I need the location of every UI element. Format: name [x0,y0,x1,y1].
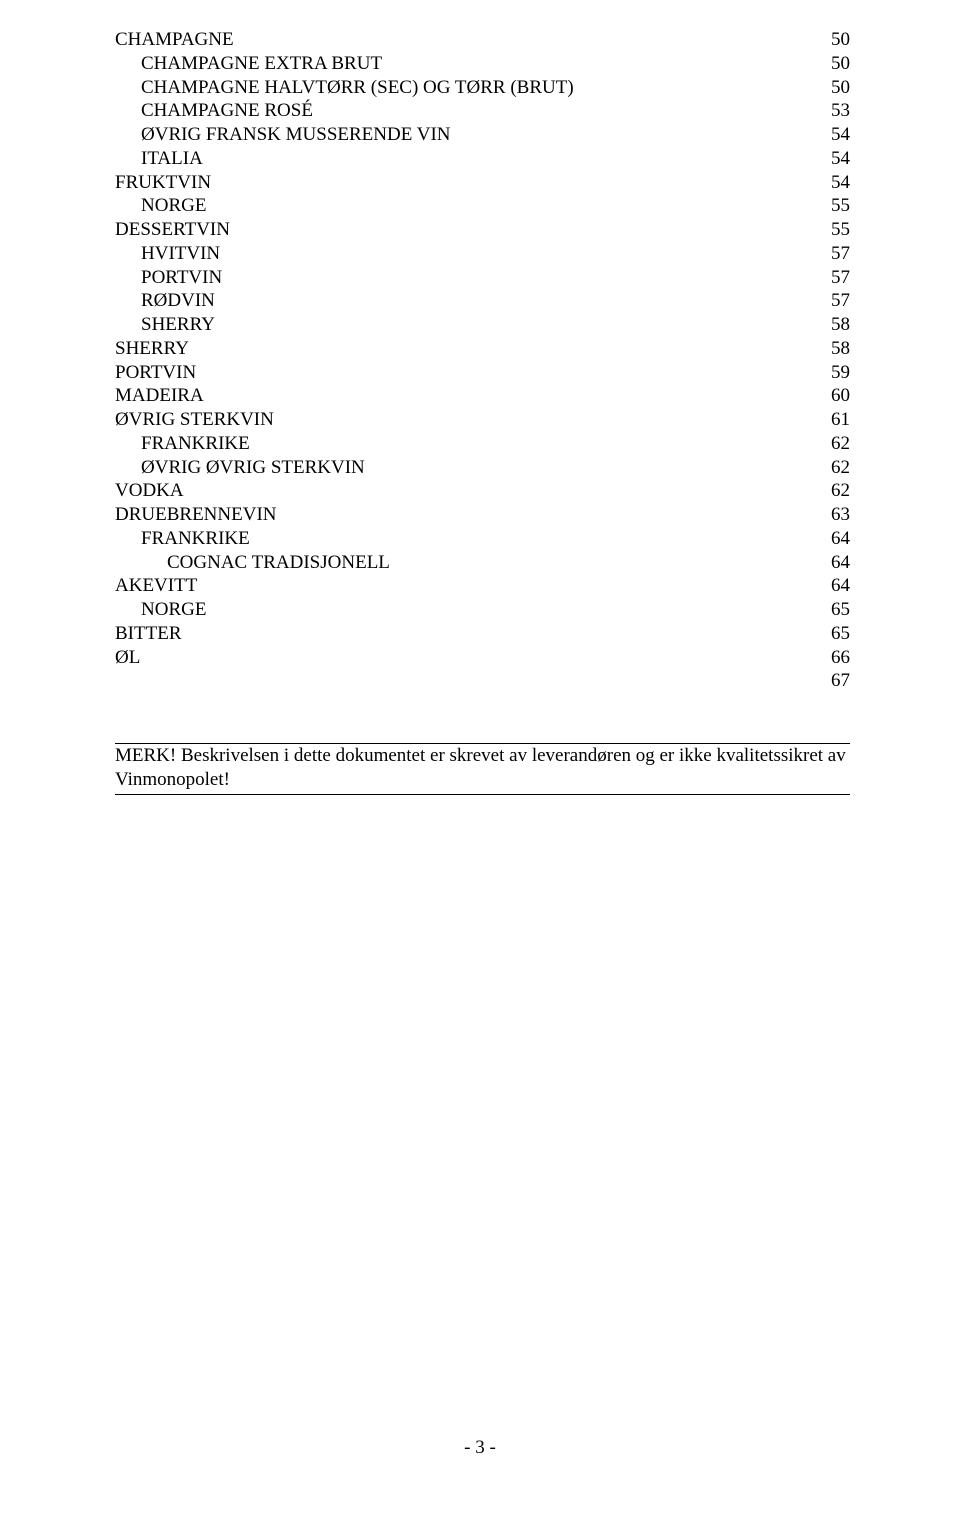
toc-page-number: 59 [824,361,850,385]
toc-line: VODKA 62 [115,479,850,503]
toc-page-number: 55 [824,218,850,242]
toc-page-number: 65 [824,598,850,622]
toc-line: ØL 66 [115,646,850,670]
toc-line: NORGE 65 [115,598,850,622]
toc-line: DRUEBRENNEVIN 63 [115,503,850,527]
toc-page-number: 60 [824,384,850,408]
toc-line: SHERRY 58 [115,313,850,337]
toc-label: ØL [115,646,140,670]
toc-page-number: 53 [824,99,850,123]
toc-page-number: 64 [824,527,850,551]
toc-page-number: 66 [824,646,850,670]
table-of-contents: CHAMPAGNE50CHAMPAGNE EXTRA BRUT50CHAMPAG… [115,28,850,693]
toc-page-number: 50 [824,28,850,52]
toc-label: DESSERTVIN [115,218,230,242]
toc-page-number: 54 [824,171,850,195]
toc-line: ØVRIG STERKVIN 61 [115,408,850,432]
toc-label: NORGE [141,598,206,622]
toc-label: MADEIRA [115,384,204,408]
toc-line: HVITVIN 57 [115,242,850,266]
toc-label: SHERRY [115,337,189,361]
toc-page-number: 63 [824,503,850,527]
toc-line: COGNAC TRADISJONELL 64 [115,551,850,575]
toc-label: ØVRIG ØVRIG STERKVIN [141,456,365,480]
toc-label: AKEVITT [115,574,197,598]
page-footer: - 3 - [0,1437,960,1459]
toc-page-number: 57 [824,289,850,313]
toc-line: FRANKRIKE 64 [115,527,850,551]
toc-page-number: 50 [824,76,850,100]
toc-label: RØDVIN [141,289,215,313]
toc-label: COGNAC TRADISJONELL [167,551,390,575]
toc-label: FRUKTVIN [115,171,211,195]
note-rule-bottom [115,794,850,795]
toc-label: CHAMPAGNE HALVTØRR (SEC) OG TØRR (BRUT) [141,76,574,100]
note-block: MERK! Beskrivelsen i dette dokumentet er… [115,743,850,795]
toc-page-number: 55 [824,194,850,218]
toc-label: FRANKRIKE [141,432,250,456]
toc-page-number: 57 [824,266,850,290]
toc-page-number: 64 [824,574,850,598]
toc-line: RØDVIN 57 [115,289,850,313]
toc-line: CHAMPAGNE 50 [115,28,850,52]
toc-page-number: 58 [824,313,850,337]
toc-label: CHAMPAGNE EXTRA BRUT [141,52,382,76]
toc-label: VODKA [115,479,184,503]
toc-label: ITALIA [141,147,203,171]
toc-line: CHAMPAGNE EXTRA BRUT 50 [115,52,850,76]
toc-label: CHAMPAGNE ROSÉ [141,99,313,123]
toc-label: FRANKRIKE [141,527,250,551]
toc-line: DESSERTVIN 55 [115,218,850,242]
toc-line: SHERRY 58 [115,337,850,361]
toc-page-number: 54 [824,147,850,171]
toc-line: ØVRIG FRANSK MUSSERENDE VIN 54 [115,123,850,147]
toc-label: DRUEBRENNEVIN [115,503,277,527]
toc-line: BITTER 65 [115,622,850,646]
toc-label: NORGE [141,194,206,218]
toc-label: CHAMPAGNE [115,28,234,52]
toc-line: FRUKTVIN 54 [115,171,850,195]
toc-line: PORTVIN 57 [115,266,850,290]
toc-page-number: 57 [824,242,850,266]
toc-line: 67 [115,669,850,693]
toc-line: CHAMPAGNE HALVTØRR (SEC) OG TØRR (BRUT) 5… [115,76,850,100]
toc-page-number: 58 [824,337,850,361]
toc-line: FRANKRIKE 62 [115,432,850,456]
toc-page-number: 61 [824,408,850,432]
toc-line: AKEVITT 64 [115,574,850,598]
toc-label: SHERRY [141,313,215,337]
toc-line: PORTVIN 59 [115,361,850,385]
toc-page-number: 62 [824,432,850,456]
toc-page-number: 67 [824,669,850,693]
toc-label: BITTER [115,622,182,646]
toc-page-number: 54 [824,123,850,147]
toc-line: ITALIA 54 [115,147,850,171]
toc-line: NORGE 55 [115,194,850,218]
toc-label: HVITVIN [141,242,220,266]
toc-label: ØVRIG STERKVIN [115,408,274,432]
toc-label: ØVRIG FRANSK MUSSERENDE VIN [141,123,451,147]
toc-line: ØVRIG ØVRIG STERKVIN 62 [115,456,850,480]
toc-page-number: 65 [824,622,850,646]
toc-label: PORTVIN [115,361,196,385]
toc-label: PORTVIN [141,266,222,290]
toc-page-number: 62 [824,479,850,503]
toc-page-number: 62 [824,456,850,480]
toc-line: CHAMPAGNE ROSÉ 53 [115,99,850,123]
toc-line: MADEIRA 60 [115,384,850,408]
note-text: MERK! Beskrivelsen i dette dokumentet er… [115,744,850,792]
page: CHAMPAGNE50CHAMPAGNE EXTRA BRUT50CHAMPAG… [0,0,960,1537]
toc-page-number: 64 [824,551,850,575]
toc-page-number: 50 [824,52,850,76]
